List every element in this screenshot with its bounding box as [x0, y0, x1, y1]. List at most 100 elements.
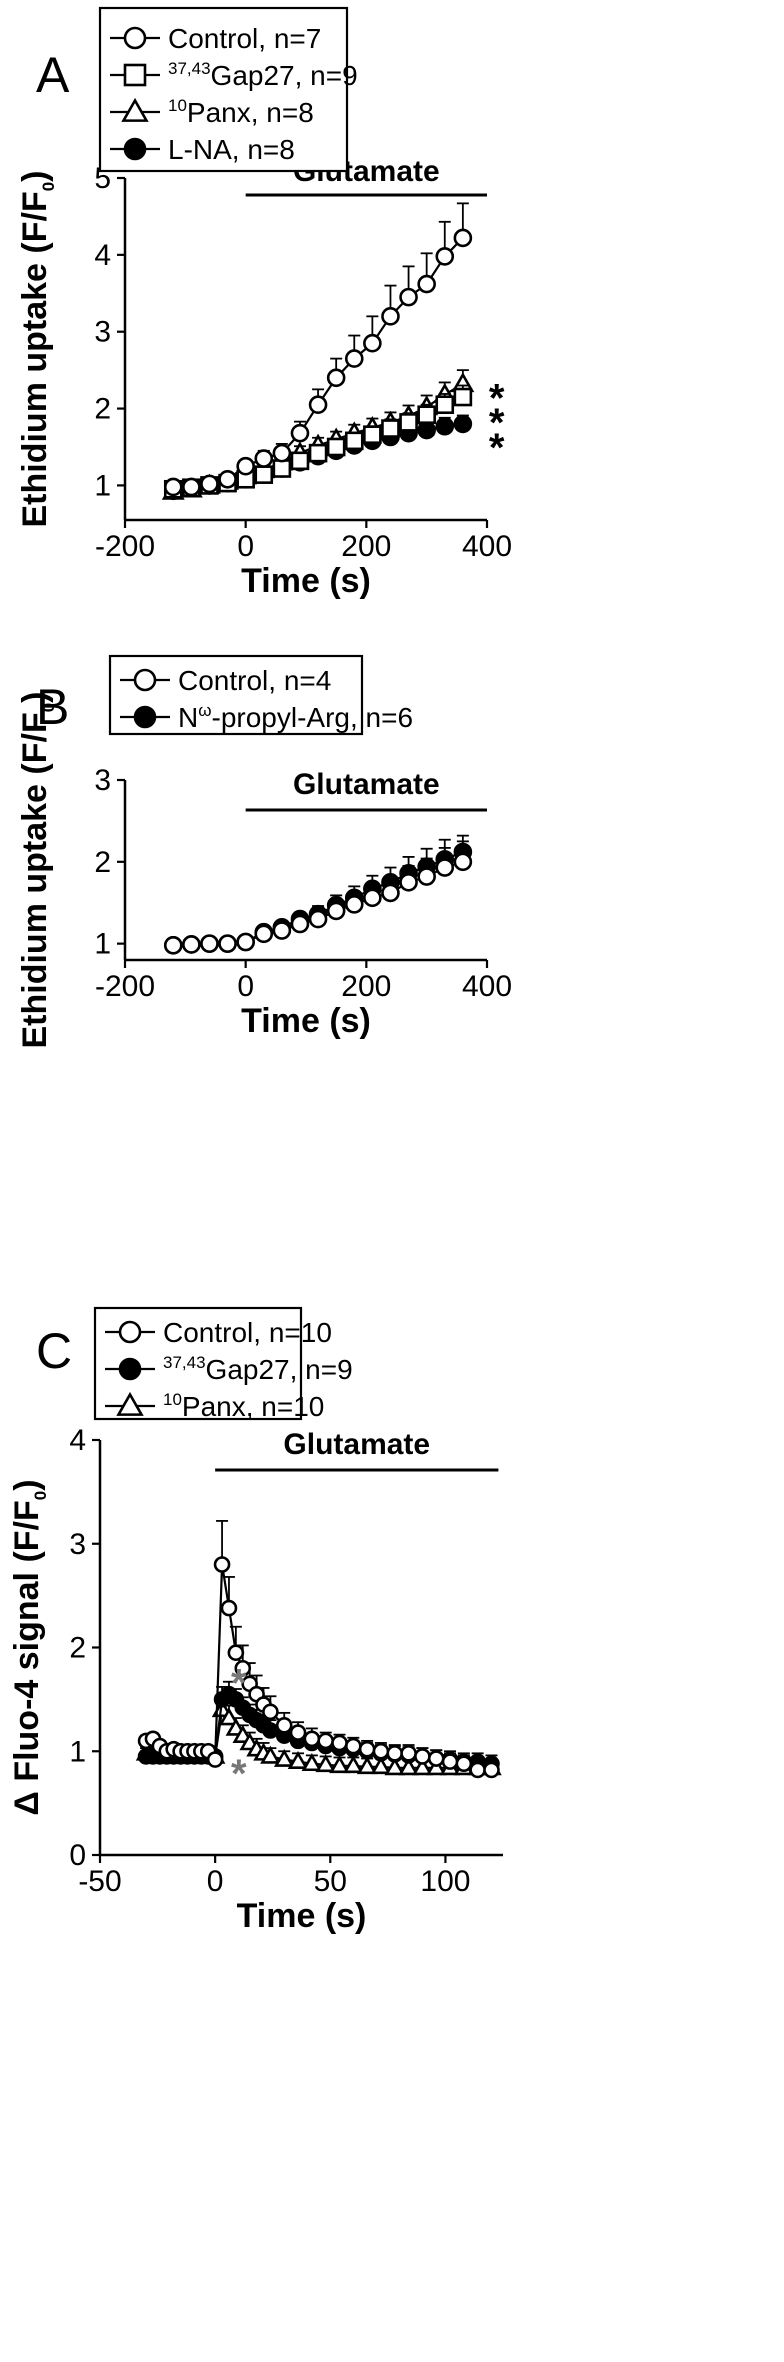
significance-star: *: [489, 401, 505, 445]
data-point: [273, 1748, 295, 1767]
legend-superscript: 10: [163, 1390, 182, 1409]
data-point: [435, 247, 455, 266]
data-point: [218, 469, 237, 489]
x-tick-label: 0: [237, 530, 254, 563]
data-point: [344, 431, 364, 451]
data-point: [386, 1745, 404, 1762]
data-point: [381, 307, 400, 326]
y-tick-label: 3: [69, 1528, 86, 1561]
x-tick-label: -200: [95, 970, 155, 1003]
x-tick-label: 50: [314, 1865, 347, 1898]
legend-superscript: 37,43: [168, 59, 211, 78]
data-point: [220, 1599, 238, 1617]
data-point: [326, 368, 346, 388]
data-point: [399, 413, 418, 432]
data-point: [289, 1724, 307, 1741]
legend-label: Control, n=4: [178, 665, 331, 696]
data-point: [363, 888, 382, 908]
legend-marker: [123, 137, 147, 161]
legend-superscript: ω: [198, 701, 211, 720]
y-axis-label-close: ): [16, 691, 54, 702]
legend-label: Gap27, n=9: [206, 1354, 353, 1385]
data-point: [372, 1742, 390, 1760]
series-0: [163, 202, 473, 497]
data-point: [308, 395, 328, 415]
data-point: [303, 1730, 321, 1748]
panel-b: B 1 2 3 -200 0 200 400 Time (s) Ethidium uptake (…: [16, 654, 512, 1049]
y-tick-label: 2: [94, 393, 111, 426]
x-tick-label: 200: [341, 530, 391, 563]
series-0: [137, 1520, 500, 1779]
y-axis-label-close: ): [8, 1479, 46, 1490]
y-axis-label-subscript: 0: [39, 703, 58, 712]
legend-label: Panx, n=10: [182, 1391, 324, 1422]
x-tick-label: 100: [420, 1865, 470, 1898]
data-point: [414, 1748, 431, 1765]
legend-marker: [133, 705, 157, 729]
data-point: [290, 451, 310, 471]
data-point: [417, 867, 436, 886]
data-point: [275, 1717, 293, 1734]
data-point: [399, 287, 418, 307]
significance-star: *: [231, 1752, 247, 1796]
data-point: [417, 405, 436, 425]
data-point: [331, 1734, 348, 1752]
data-point: [399, 872, 418, 892]
data-point: [200, 474, 219, 494]
data-point: [227, 1644, 245, 1661]
data-point: [455, 1755, 473, 1772]
data-point: [412, 1757, 433, 1776]
data-point: [262, 1722, 279, 1739]
legend-entry: Control, n=4: [178, 665, 331, 696]
data-point: [317, 1732, 334, 1750]
data-point: [344, 895, 364, 914]
x-tick-label: 200: [341, 970, 391, 1003]
data-point: [308, 909, 328, 929]
glutamate-label: Glutamate: [283, 1428, 430, 1461]
data-point: [400, 1745, 417, 1762]
data-point: [329, 1755, 350, 1774]
y-tick-label: 4: [94, 239, 111, 272]
data-point: [384, 1757, 406, 1776]
series-0: [163, 840, 473, 955]
legend-entry: Control, n=10: [163, 1317, 332, 1348]
data-point: [290, 423, 310, 443]
data-point: [218, 1707, 240, 1726]
y-axis-label-main: Ethidium uptake (F/F: [16, 191, 54, 527]
data-point: [218, 934, 237, 953]
y-tick-label: 0: [69, 1839, 86, 1872]
legend-entry: 37,43Gap27, n=9: [168, 59, 358, 91]
y-tick-label: 2: [69, 1632, 86, 1665]
glutamate-label: Glutamate: [293, 768, 440, 801]
data-point: [435, 858, 455, 877]
legend-entry: Nω-propyl-Arg, n=6: [178, 701, 413, 733]
y-axis-label: Δ Fluo-4 signal (F/F0): [8, 1479, 50, 1815]
legend-marker: [123, 26, 147, 50]
data-point: [417, 274, 436, 294]
data-point: [453, 852, 473, 872]
data-point: [469, 1761, 486, 1779]
data-point: [260, 1745, 281, 1764]
data-point: [363, 333, 382, 353]
data-point: [254, 924, 274, 944]
legend-label: -propyl-Arg, n=6: [212, 702, 414, 733]
legend-marker: [116, 1391, 144, 1416]
data-point: [381, 419, 400, 438]
data-point: [234, 1659, 252, 1677]
legend-marker: [133, 668, 157, 692]
y-tick-label: 2: [94, 846, 111, 879]
y-axis-label: Ethidium uptake (F/F0): [16, 691, 58, 1048]
y-tick-label: 1: [69, 1735, 86, 1768]
legend-label: L-NA, n=8: [168, 134, 295, 165]
y-tick-label: 3: [94, 316, 111, 349]
data-point: [287, 1750, 309, 1769]
data-point: [326, 901, 346, 921]
x-tick-label: -50: [78, 1865, 121, 1898]
y-tick-label: 3: [94, 764, 111, 797]
data-point: [301, 1753, 323, 1772]
x-tick-label: 400: [462, 530, 512, 563]
data-point: [483, 1761, 500, 1779]
data-point: [381, 883, 400, 903]
